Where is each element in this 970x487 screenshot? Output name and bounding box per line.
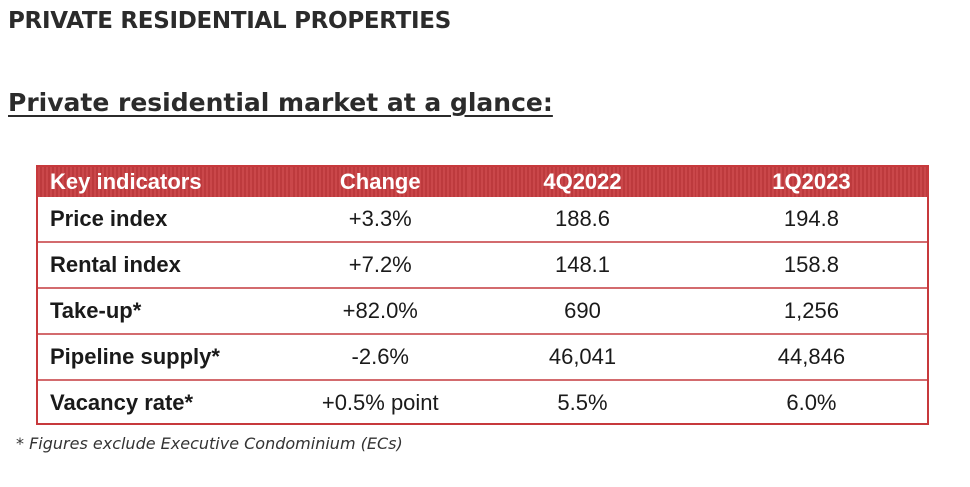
row-change: +82.0% [291, 288, 470, 335]
row-indicator: Pipeline supply* [38, 334, 292, 381]
section-subtitle: Private residential market at a glance: [8, 88, 553, 117]
row-value-1q2023: 158.8 [695, 242, 927, 289]
indicators-table-grid: Key indicators Change 4Q2022 1Q2023 Pric… [38, 167, 927, 425]
table-row: Take-up* +82.0% 690 1,256 [38, 288, 927, 335]
header-change: Change [291, 167, 470, 197]
table-row: Rental index +7.2% 148.1 158.8 [38, 242, 927, 289]
row-value-1q2023: 1,256 [695, 288, 927, 335]
page-title: PRIVATE RESIDENTIAL PROPERTIES [8, 8, 451, 34]
key-indicators-table: Key indicators Change 4Q2022 1Q2023 Pric… [36, 165, 929, 425]
row-indicator: Take-up* [38, 288, 292, 335]
table-row: Price index +3.3% 188.6 194.8 [38, 197, 927, 243]
row-value-4q2022: 5.5% [557, 390, 608, 415]
table-row: Pipeline supply* -2.6% 46,041 44,846 [38, 334, 927, 381]
row-indicator: Vacancy rate* [50, 390, 194, 415]
row-value-1q2023: 6.0% [786, 390, 837, 415]
row-change: +3.3% [291, 197, 470, 243]
header-4q2022: 4Q2022 [469, 167, 696, 197]
row-change: +0.5% point [321, 390, 439, 415]
row-change: -2.6% [291, 334, 470, 381]
table-row: Vacancy rate* +0.5% point 5.5% 6.0% [38, 380, 927, 425]
header-key-indicators: Key indicators [38, 167, 292, 197]
row-value-1q2023: 44,846 [695, 334, 927, 381]
row-value-4q2022: 690 [469, 288, 696, 335]
row-indicator: Price index [38, 197, 292, 243]
table-footnote: * Figures exclude Executive Condominium … [16, 434, 403, 453]
row-value-4q2022: 148.1 [469, 242, 696, 289]
row-value-4q2022: 46,041 [469, 334, 696, 381]
row-change: +7.2% [291, 242, 470, 289]
table-header-row: Key indicators Change 4Q2022 1Q2023 [38, 167, 927, 197]
header-1q2023: 1Q2023 [695, 167, 927, 197]
row-value-4q2022: 188.6 [469, 197, 696, 243]
row-indicator: Rental index [38, 242, 292, 289]
row-value-1q2023: 194.8 [695, 197, 927, 243]
